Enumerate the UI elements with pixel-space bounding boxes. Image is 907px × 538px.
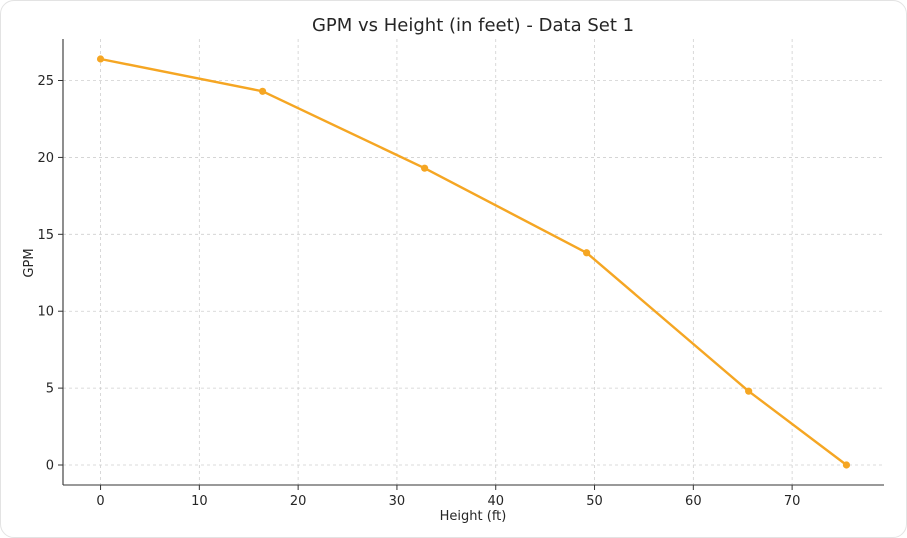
x-tick-label: 20 [290, 494, 307, 509]
y-tick-label: 25 [37, 74, 54, 89]
data-point [745, 387, 753, 395]
x-tick-label: 40 [487, 494, 504, 509]
series-line [99, 57, 848, 467]
y-tick-label: 0 [46, 459, 54, 474]
data-point [583, 249, 591, 257]
grid-layer [63, 39, 884, 485]
y-tick-label: 10 [37, 305, 54, 320]
x-tick-label: 50 [586, 494, 603, 509]
chart-title: GPM vs Height (in feet) - Data Set 1 [312, 15, 634, 36]
y-tick-label: 5 [46, 382, 54, 397]
data-point [420, 164, 429, 172]
data-point [258, 87, 267, 95]
series-layer [96, 55, 851, 469]
y-tick-label: 15 [37, 228, 54, 243]
data-point [96, 55, 105, 63]
x-tick-label: 10 [191, 494, 208, 509]
x-tick-label: 0 [96, 494, 104, 509]
y-axis-label: GPM [22, 248, 37, 277]
x-axis-ticks: 0 10 20 30 40 50 60 70 [96, 485, 800, 509]
x-tick-label: 30 [389, 494, 406, 509]
y-tick-label: 20 [37, 151, 54, 166]
x-tick-label: 60 [685, 494, 702, 509]
y-axis-ticks: 0 5 10 15 20 25 [37, 74, 63, 474]
axes-layer [62, 39, 884, 486]
x-axis-label: Height (ft) [440, 509, 507, 524]
data-point [842, 461, 851, 469]
x-tick-label: 70 [784, 494, 801, 509]
